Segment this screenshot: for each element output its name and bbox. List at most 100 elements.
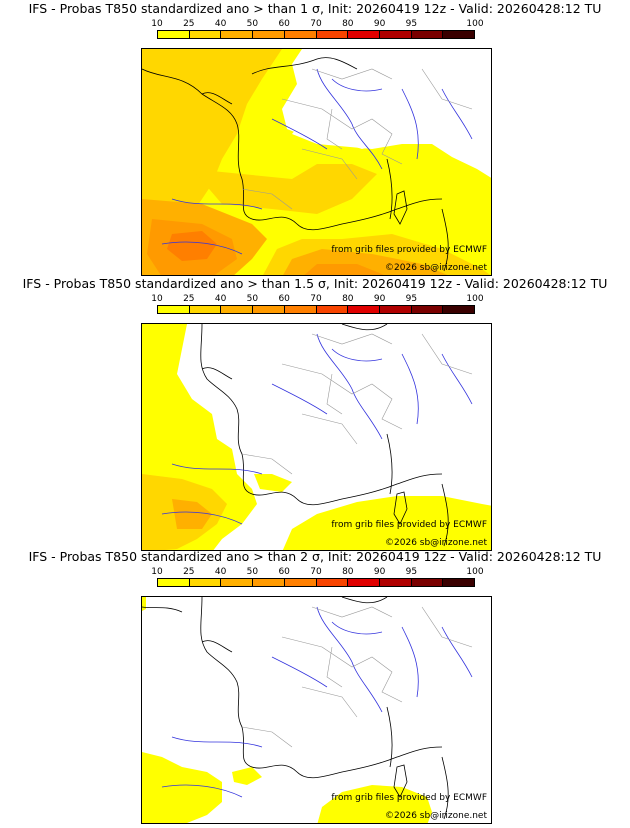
legend-swatch	[284, 306, 317, 313]
corsica	[393, 764, 408, 798]
legend-swatch	[379, 31, 412, 38]
color-legend: 10 25 40 50 60 70 80 90 95 100	[151, 19, 484, 45]
legend-swatch	[316, 579, 349, 586]
legend-tick-label: 10	[151, 19, 163, 29]
legend-tick-label: 50	[246, 294, 259, 304]
legend-tick-label: 60	[278, 567, 290, 577]
legend-swatch	[348, 306, 380, 313]
rivers	[161, 333, 473, 525]
shade-yellow-3	[232, 767, 262, 785]
legend-tick-label: 80	[342, 567, 354, 577]
probability-map: from grib files provided by ECMWF ©2026 …	[141, 596, 492, 824]
rivers	[161, 606, 473, 798]
legend-swatch	[253, 31, 285, 38]
legend-swatch	[411, 579, 444, 586]
panel-sigma-1: IFS - Probas T850 standardized ano > tha…	[0, 0, 630, 276]
legend-swatch	[158, 31, 190, 38]
map-graphic	[142, 597, 473, 823]
legend-colorbar	[157, 30, 475, 39]
panel-title: IFS - Probas T850 standardized ano > tha…	[28, 1, 602, 16]
legend-tick-label: 100	[466, 294, 484, 304]
legend-swatch	[379, 579, 412, 586]
legend-tick-label: 40	[214, 567, 227, 577]
legend-tick-labels: 10 25 40 50 60 70 80 90 95 100	[151, 567, 483, 577]
legend-tick-label: 60	[278, 19, 290, 29]
corsica	[393, 491, 408, 525]
legend-tick-label: 95	[405, 19, 418, 29]
legend-swatch	[348, 579, 380, 586]
legend-swatch	[443, 579, 475, 586]
map-graphic	[142, 324, 491, 550]
legend-swatch	[411, 31, 444, 38]
shade-darkorange-2	[304, 264, 384, 275]
coastline	[142, 597, 449, 820]
legend-tick-label: 100	[466, 567, 484, 577]
legend-swatch	[411, 306, 444, 313]
color-legend: 10 25 40 50 60 70 80 90 95 100	[151, 567, 484, 593]
legend-tick-label: 70	[310, 294, 322, 304]
shade-gold	[142, 49, 282, 234]
borders	[241, 68, 473, 210]
credit-copyright: ©2026 sb@irizone.net	[385, 263, 487, 273]
legend-tick-label: 70	[310, 567, 322, 577]
legend-tick-label: 90	[373, 294, 386, 304]
legend-tick-label: 25	[183, 19, 195, 29]
panel-sigma-2: IFS - Probas T850 standardized ano > tha…	[0, 548, 630, 824]
shade-yellow	[142, 752, 222, 823]
color-legend: 10 25 40 50 60 70 80 90 95 100	[151, 294, 484, 320]
legend-tick-label: 95	[405, 567, 418, 577]
legend-tick-label: 40	[214, 19, 227, 29]
panel-title: IFS - Probas T850 standardized ano > tha…	[22, 276, 608, 291]
legend-tick-label: 50	[246, 19, 259, 29]
probability-map: from grib files provided by ECMWF ©2026 …	[141, 323, 492, 551]
legend-tick-label: 80	[342, 294, 354, 304]
shade-gold-2	[192, 164, 377, 214]
legend-tick-label: 60	[278, 294, 290, 304]
legend-swatch	[221, 31, 254, 38]
legend-swatch	[189, 31, 222, 38]
legend-tick-labels: 10 25 40 50 60 70 80 90 95 100	[151, 294, 483, 304]
legend-swatch	[253, 306, 285, 313]
credit-source: from grib files provided by ECMWF	[331, 520, 487, 530]
shade-red	[167, 231, 217, 261]
legend-swatch	[158, 306, 190, 313]
legend-swatch	[221, 306, 254, 313]
panel-title: IFS - Probas T850 standardized ano > tha…	[28, 549, 602, 564]
corsica	[393, 190, 408, 225]
panel-sigma-1-5: IFS - Probas T850 standardized ano > tha…	[0, 275, 630, 551]
shade-orange	[172, 499, 212, 529]
map-graphic	[142, 49, 491, 275]
legend-tick-label: 10	[151, 294, 163, 304]
legend-swatch	[316, 31, 349, 38]
shade-yellow-3	[254, 474, 292, 492]
legend-swatch	[158, 579, 190, 586]
probability-map: from grib files provided by ECMWF ©2026 …	[141, 48, 492, 276]
rivers	[161, 68, 473, 255]
legend-tick-labels: 10 25 40 50 60 70 80 90 95 100	[151, 19, 483, 29]
credit-source: from grib files provided by ECMWF	[331, 245, 487, 255]
legend-tick-label: 95	[405, 294, 418, 304]
legend-swatch	[443, 306, 475, 313]
coastline	[142, 57, 449, 272]
legend-tick-label: 10	[151, 567, 163, 577]
shade-white-ne	[282, 49, 491, 167]
legend-swatch	[284, 579, 317, 586]
legend-swatch	[253, 579, 285, 586]
legend-tick-label: 25	[183, 294, 195, 304]
shade-yellow-2	[282, 496, 491, 550]
legend-tick-label: 90	[373, 567, 386, 577]
borders	[241, 606, 473, 748]
legend-swatch	[379, 306, 412, 313]
legend-swatch	[189, 579, 222, 586]
credit-copyright: ©2026 sb@irizone.net	[385, 538, 487, 548]
legend-tick-label: 80	[342, 19, 354, 29]
credit-source: from grib files provided by ECMWF	[331, 793, 487, 803]
shade-yellow-2	[317, 785, 432, 823]
legend-tick-label: 90	[373, 19, 386, 29]
legend-tick-label: 70	[310, 19, 322, 29]
legend-swatch	[348, 31, 380, 38]
shade-yellow-4	[142, 597, 146, 611]
legend-colorbar	[157, 578, 475, 587]
legend-swatch	[316, 306, 349, 313]
borders	[241, 333, 473, 475]
